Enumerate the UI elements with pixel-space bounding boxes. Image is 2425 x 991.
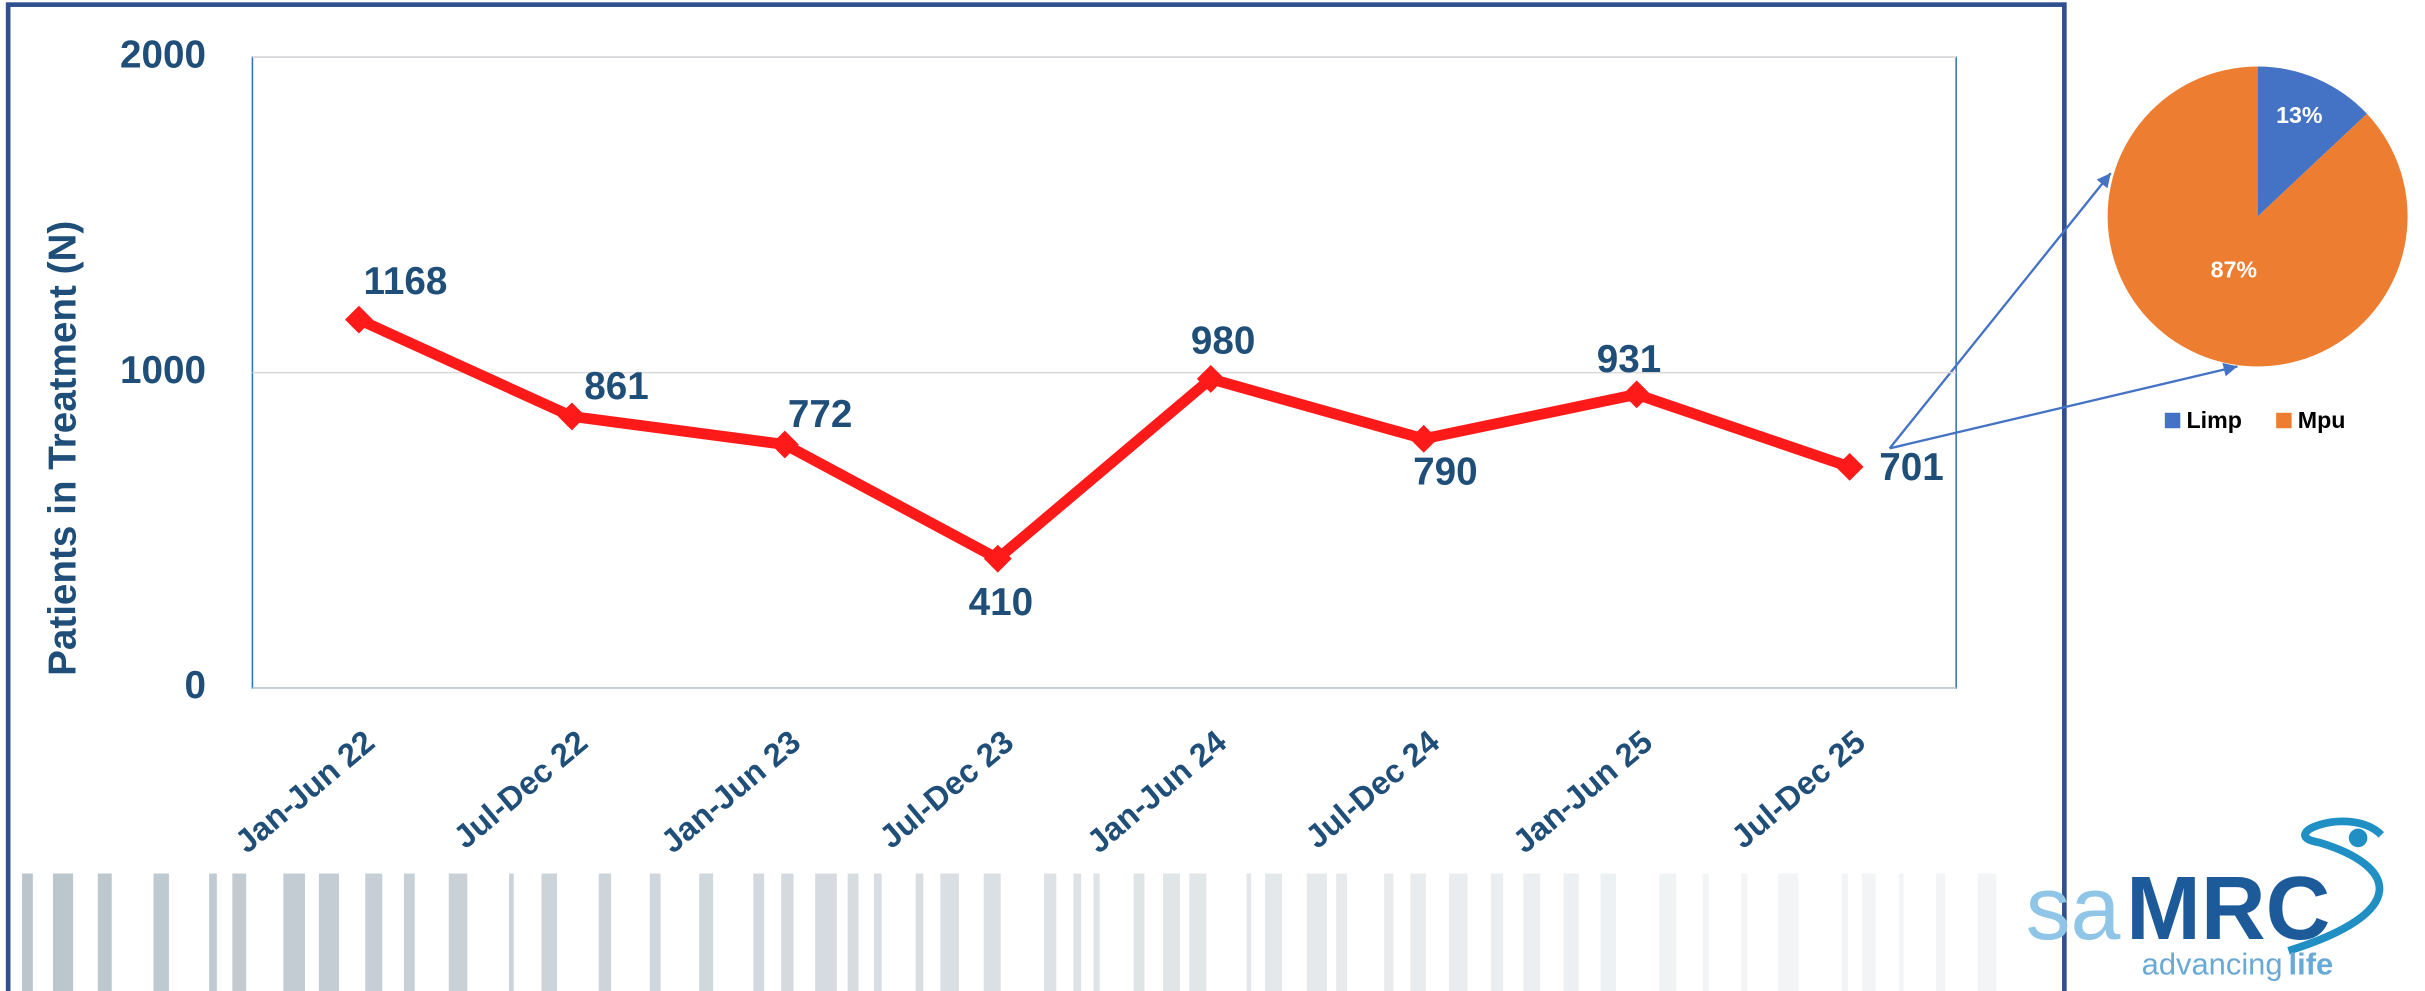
legend-swatch — [2276, 412, 2292, 429]
barcode-bar — [1093, 873, 1100, 991]
barcode-bar — [22, 873, 33, 991]
y-tick-label: 1000 — [120, 349, 206, 392]
data-label: 772 — [788, 393, 852, 436]
barcode-bar — [983, 873, 1001, 991]
pie-slice — [2107, 66, 2408, 367]
x-tick-label: Jan-Jun 25 — [1506, 723, 1659, 860]
data-label: 790 — [1413, 451, 1477, 494]
barcode-bar — [649, 873, 661, 991]
barcode-bar — [781, 873, 794, 991]
barcode-bar — [815, 873, 837, 991]
barcode-bar — [1043, 873, 1057, 991]
barcode-bar — [232, 873, 247, 991]
barcode-bar — [1189, 873, 1207, 991]
x-tick-label: Jul-Dec 22 — [447, 723, 595, 855]
x-tick-label: Jul-Dec 25 — [1725, 723, 1873, 855]
barcode-bar — [209, 873, 217, 991]
barcode-bar — [1246, 873, 1252, 991]
barcode-bar — [1523, 873, 1541, 991]
barcode-bar — [915, 873, 924, 991]
marker — [1409, 424, 1438, 453]
barcode-bar — [1336, 873, 1348, 991]
barcode-bar — [1861, 873, 1876, 991]
barcode-bar — [403, 873, 415, 991]
frame — [5, 2, 2067, 991]
logo-name: MRC — [2126, 859, 2330, 959]
barcode-bar — [153, 873, 169, 991]
data-label: 701 — [1879, 446, 1943, 489]
line — [356, 314, 1852, 565]
barcode-bar — [52, 873, 74, 991]
barcode-bar — [598, 873, 612, 991]
logo-dot — [2348, 828, 2368, 848]
x-tick-label: Jan-Jun 22 — [228, 723, 381, 860]
legend-label: Limp — [2186, 407, 2241, 433]
barcode-bar — [1600, 873, 1617, 991]
barcode-bar — [1133, 873, 1145, 991]
barcode-bar — [1659, 873, 1677, 991]
barcode-bar — [847, 873, 859, 991]
y-tick-label: 2000 — [120, 33, 206, 76]
data-label: 410 — [969, 581, 1033, 624]
logo-prefix: sa — [2026, 859, 2121, 959]
logo-tagline: life — [2289, 946, 2334, 981]
marker — [1196, 364, 1225, 393]
slice-label: 87% — [2211, 257, 2257, 283]
barcode-bar — [1702, 873, 1709, 991]
barcode-bar — [1306, 873, 1327, 991]
callout-arrow — [1888, 172, 2112, 450]
logo-tagline-prefix: advancing — [2142, 946, 2283, 981]
barcode-bar — [541, 873, 557, 991]
barcode-bar — [97, 873, 112, 991]
callout-arrow — [1889, 362, 2238, 450]
legend-swatch — [2164, 412, 2181, 429]
barcode-bar — [283, 873, 305, 991]
y-axis-label: Patients in Treatment (N) — [42, 221, 85, 676]
barcode-bar — [1841, 873, 1848, 991]
barcode-bar — [1265, 873, 1283, 991]
barcode-bar — [1490, 873, 1504, 991]
x-tick-label: Jul-Dec 23 — [873, 723, 1021, 855]
barcode-bar — [1741, 873, 1748, 991]
barcode-bar — [1977, 873, 1997, 991]
barcode-bar — [1563, 873, 1579, 991]
barcode-bar — [1384, 873, 1394, 991]
barcode-bar — [1410, 873, 1426, 991]
y-tick-label: 0 — [185, 664, 207, 707]
barcode-bar — [1449, 873, 1468, 991]
barcode-bar — [1778, 873, 1799, 991]
data-label: 861 — [584, 365, 648, 408]
barcode-bar — [448, 873, 468, 991]
barcode-bar — [940, 873, 959, 991]
x-tick-label: Jul-Dec 24 — [1299, 723, 1447, 855]
marker — [1835, 452, 1864, 481]
barcode-bar — [699, 873, 714, 991]
barcode-bar — [318, 873, 339, 991]
data-label: 1168 — [364, 260, 448, 303]
barcode-decoration — [22, 873, 1997, 991]
x-tick-label: Jan-Jun 23 — [654, 723, 807, 860]
barcode-bar — [1898, 873, 1904, 991]
barcode-bar — [753, 873, 765, 991]
barcode-bar — [1163, 873, 1181, 991]
marker — [1622, 380, 1651, 409]
barcode-bar — [1073, 873, 1082, 991]
logo-swoosh — [2287, 817, 2385, 955]
marker — [557, 402, 586, 431]
barcode-bar — [509, 873, 514, 991]
x-tick-label: Jan-Jun 24 — [1080, 723, 1233, 860]
barcode-bar — [873, 873, 882, 991]
data-label: 931 — [1597, 338, 1661, 381]
marker — [770, 430, 799, 459]
barcode-bar — [1936, 873, 1946, 991]
slice-label: 13% — [2276, 102, 2322, 128]
legend-label: Mpu — [2298, 407, 2346, 433]
barcode-bar — [365, 873, 383, 991]
pie-slice — [2257, 66, 2367, 217]
data-label: 980 — [1191, 320, 1255, 363]
logo: sa MRC advancing life — [2026, 817, 2385, 981]
